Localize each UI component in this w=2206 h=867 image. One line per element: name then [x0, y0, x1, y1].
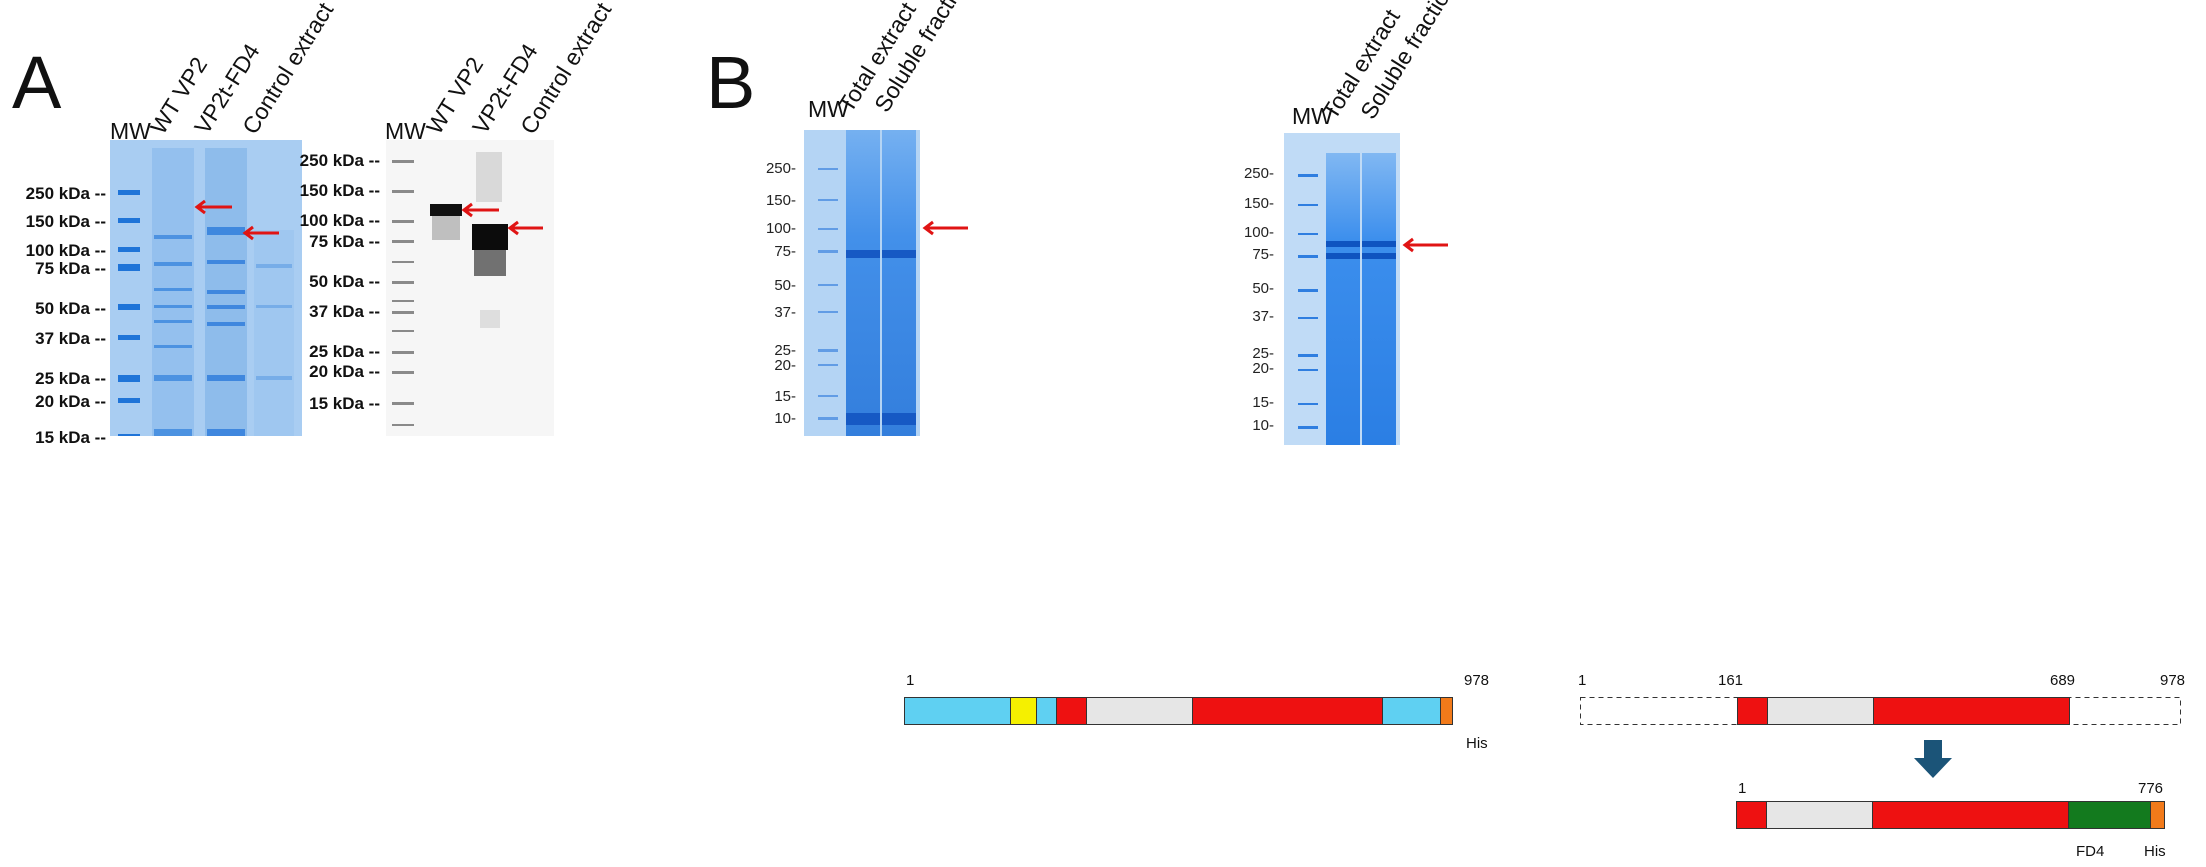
- construct-trunc-start-label: 1: [1578, 672, 1587, 689]
- gel-a1-marker-250: 250 kDa --: [25, 184, 106, 203]
- panel-b-label: B: [706, 41, 756, 124]
- construct-fusion-end-label: 776: [2138, 780, 2164, 797]
- gel-a2-marker-20: 20 kDa --: [309, 362, 380, 381]
- gel-a1-marker-75: 75 kDa --: [35, 259, 106, 278]
- coomassie-gel-b2: [1284, 133, 1400, 445]
- gel-b1-marker-15: 15-: [774, 388, 796, 405]
- gel-b2-red-arrow: [1402, 237, 1448, 253]
- gel-a1-marker-100: 100 kDa --: [25, 241, 106, 260]
- gel-a2-marker-15: 15 kDa --: [309, 394, 380, 413]
- gel-b1-marker-37: 37-: [774, 304, 796, 321]
- coomassie-gel-b1: [804, 130, 920, 436]
- gel-a2-marker-100: 100 kDa --: [299, 211, 380, 230]
- gel-a1-mw-label: MW: [110, 118, 151, 144]
- gel-a2-marker-75: 75 kDa --: [309, 232, 380, 251]
- gel-a1-marker-50: 50 kDa --: [35, 299, 106, 318]
- gel-a2-marker-37: 37 kDa --: [309, 302, 380, 321]
- down-arrow-icon: [1914, 740, 1952, 778]
- gel-b2-marker-50: 50-: [1252, 280, 1274, 297]
- panel-a-label: A: [12, 41, 62, 124]
- gel-b1-mw-label: MW: [808, 96, 849, 122]
- gel-a2-marker-250: 250 kDa --: [299, 151, 380, 170]
- construct-fusion-start-label: 1: [1738, 780, 1747, 797]
- gel-b1-marker-250: 250-: [765, 160, 796, 177]
- construct-fusion-fd4-label: FD4: [2076, 843, 2105, 860]
- construct-full-start-label: 1: [906, 672, 915, 689]
- gel-b2-marker-150: 150-: [1243, 195, 1274, 212]
- gel-a2-marker-25: 25 kDa --: [309, 342, 380, 361]
- gel-b1-marker-20: 20-: [774, 357, 796, 374]
- construct-trunc-pos-161-label: 161: [1718, 672, 1744, 689]
- gel-b1-marker-50: 50-: [774, 277, 796, 294]
- construct-trunc-pos-689-label: 689: [2050, 672, 2076, 689]
- gel-a2-marker-150: 150 kDa --: [299, 181, 380, 200]
- gel-a1-marker-15: 15 kDa --: [35, 428, 106, 447]
- construct-fusion-diagram: [1736, 801, 2165, 829]
- gel-b2-marker-250: 250-: [1243, 165, 1274, 182]
- gel-b2-marker-10: 10-: [1252, 417, 1274, 434]
- gel-a2-mw-label: MW: [385, 118, 426, 144]
- construct-full-diagram: [904, 697, 1453, 725]
- gel-b1-marker-75: 75-: [774, 243, 796, 260]
- western-blot-a: [386, 140, 554, 436]
- gel-a2-marker-50: 50 kDa --: [309, 272, 380, 291]
- gel-b2-marker-20: 20-: [1252, 360, 1274, 377]
- gel-a1-marker-150: 150 kDa --: [25, 212, 106, 231]
- gel-a1-red-arrows: [194, 199, 279, 241]
- construct-full-end-label: 978: [1464, 672, 1490, 689]
- gel-b2-marker-75: 75-: [1252, 246, 1274, 263]
- construct-trunc-end-label: 978: [2160, 672, 2186, 689]
- gel-b1-red-arrow: [922, 220, 968, 236]
- construct-full-his-label: His: [1466, 735, 1488, 752]
- gel-a2-red-arrows: [461, 202, 543, 236]
- gel-b1-marker-100: 100-: [765, 220, 796, 237]
- gel-b1-marker-25: 25-: [774, 342, 796, 359]
- gel-a1-marker-25: 25 kDa --: [35, 369, 106, 388]
- gel-b2-marker-25: 25-: [1252, 345, 1274, 362]
- construct-truncated-diagram: [1580, 697, 2181, 725]
- gel-b1-marker-150: 150-: [765, 192, 796, 209]
- construct-fusion-his-label: His: [2144, 843, 2166, 860]
- gel-b2-mw-label: MW: [1292, 103, 1333, 129]
- gel-a1-marker-37: 37 kDa --: [35, 329, 106, 348]
- gel-b1-marker-10: 10-: [774, 410, 796, 427]
- gel-b2-marker-100: 100-: [1243, 224, 1274, 241]
- gel-a1-marker-20: 20 kDa --: [35, 392, 106, 411]
- gel-b2-marker-15: 15-: [1252, 394, 1274, 411]
- coomassie-gel-a: [110, 140, 302, 436]
- gel-b2-marker-37: 37-: [1252, 308, 1274, 325]
